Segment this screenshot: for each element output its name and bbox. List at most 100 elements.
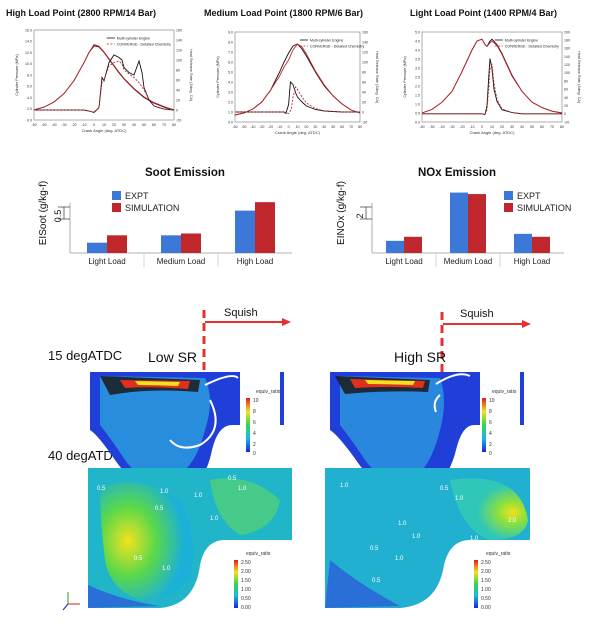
squish-arrow-left [202,310,291,400]
svg-text:0.50: 0.50 [481,596,491,602]
bar-expt-light-load [87,242,107,253]
category-label: High Load [514,257,550,266]
bar-expt-medium-load [450,192,468,253]
y2-tick-label: 100 [564,71,570,75]
y-axis-label: EISoot (g/kg-f) [38,181,49,245]
svg-text:0.5: 0.5 [370,546,379,552]
x-tick-label: 60 [540,125,544,129]
svg-text:0.00: 0.00 [241,605,251,611]
colorbar-bottom-left: equiv_ratio 2.50 2.00 1.50 1.00 0.50 0.0… [234,551,271,611]
y2-tick-label: 160 [362,30,368,34]
svg-text:1.50: 1.50 [481,578,491,584]
y-tick-label: 7.0 [228,50,233,54]
y-tick-label: 4.0 [415,48,420,52]
x-tick-label: 40 [322,125,326,129]
svg-text:equiv_ratio: equiv_ratio [486,551,511,557]
y2-tick-label: 160 [564,47,570,51]
y-axis-label: Cylinder Pressure (MPa) [15,53,19,95]
x-axis-label: Crank Angle (deg. ATDC) [82,128,128,133]
svg-text:8: 8 [253,409,256,415]
squish-arrow-right [440,312,531,400]
plot-title-medium-load: Medium Load Point (1800 RPM/6 Bar) [204,8,364,18]
colorbar-top-right: equiv_ratio 10 8 6 4 2 0 [482,389,517,457]
y2-tick-label: 80 [564,79,568,83]
x-tick-label: 20 [500,125,504,129]
y2-tick-label: 40 [362,90,366,94]
x-tick-label: -50 [429,125,434,129]
svg-text:equiv_ratio: equiv_ratio [256,389,281,395]
svg-text:0.50: 0.50 [241,596,251,602]
y-tick-label: 0.5 [415,111,420,115]
svg-text:1.0: 1.0 [162,566,171,572]
x-tick-label: -20 [268,125,273,129]
x-tick-label: 70 [162,123,166,127]
svg-text:2: 2 [489,442,492,448]
y2-tick-label: 60 [564,88,568,92]
y2-tick-label: 160 [176,28,182,32]
legend-swatch-expt [504,191,513,200]
y2-tick-label: 60 [176,78,180,82]
x-tick-label: 30 [313,125,317,129]
x-tick-label: 10 [490,125,494,129]
bar-expt-light-load [386,240,404,253]
cfd-bowl-high-sr-15 [330,372,530,495]
x-tick-label: -30 [449,125,454,129]
svg-text:1.0: 1.0 [395,556,404,562]
x-tick-label: 80 [172,123,176,127]
y2-tick-label: 40 [564,96,568,100]
x-tick-label: -30 [61,123,66,127]
legend-label-engine: Multi-cylinder Engine [117,36,150,40]
y2-tick-label: 140 [176,38,182,42]
svg-text:1.0: 1.0 [398,521,407,527]
y-tick-label: 1.5 [415,93,420,97]
x-tick-label: -40 [51,123,56,127]
category-label: Medium Load [157,257,205,266]
y-tick-label: 1.0 [415,102,420,106]
plot-title-high-load: High Load Point (2800 RPM/14 Bar) [6,8,157,18]
y2-tick-label: 100 [362,60,368,64]
svg-text:1.0: 1.0 [194,493,203,499]
category-label: Medium Load [444,257,492,266]
x-tick-label: -60 [419,125,424,129]
legend-swatch-simulation [504,203,513,212]
legend-label-expt: EXPT [125,191,149,201]
y-tick-label: 9.0 [228,30,233,34]
y2-tick-label: 20 [176,98,180,102]
x-axis-label: Crank Angle (deg. ATDC) [470,130,516,135]
x-tick-label: 20 [112,123,116,127]
bar-chart-soot: 0.5 EISoot (g/kg-f) Light Load Medium Load H… [38,181,292,267]
svg-text:0.5: 0.5 [440,486,449,492]
svg-text:10: 10 [489,398,495,404]
cfd-bowl-low-sr-15 [90,372,290,495]
y-tick-label: 0.0 [415,120,420,124]
svg-text:1.50: 1.50 [241,578,251,584]
bar-chart-nox: 2 EINOx (g/kg-f) Light Load Medium Load High… [336,181,571,267]
y-tick-label: 2.0 [415,84,420,88]
y2-tick-label: 120 [176,48,182,52]
legend-swatch-simulation [112,203,121,212]
crank-label-15: 15 degATDC [48,348,122,363]
x-tick-label: 60 [152,123,156,127]
contour-labels: 0.5 1.0 0.5 1.0 0.5 1.0 1.0 0.5 1.0 1.0 … [97,476,517,584]
y-tick-label: 2 [355,213,365,218]
crank-label-40: 40 degATDC [48,448,122,463]
bar-expt-high-load [514,233,532,253]
x-tick-label: 30 [510,125,514,129]
category-label: Light Load [385,257,422,266]
svg-text:2.50: 2.50 [241,560,251,566]
y-tick-label: 5.0 [228,70,233,74]
x-tick-label: 40 [520,125,524,129]
legend-label-engine: Multi-cylinder Engine [310,38,343,42]
svg-text:1.0: 1.0 [160,489,169,495]
y2-tick-label: 60 [362,80,366,84]
y-tick-label: 14.0 [25,40,32,44]
y-tick-label: 3.0 [228,90,233,94]
y2-tick-label: 140 [564,55,570,59]
category-label: High Load [237,257,273,266]
svg-text:0.5: 0.5 [372,578,381,584]
x-tick-label: -40 [250,125,255,129]
bar-simulation-medium-load [468,194,486,253]
y2-tick-label: 0 [564,112,566,116]
svg-text:1.0: 1.0 [340,483,349,489]
